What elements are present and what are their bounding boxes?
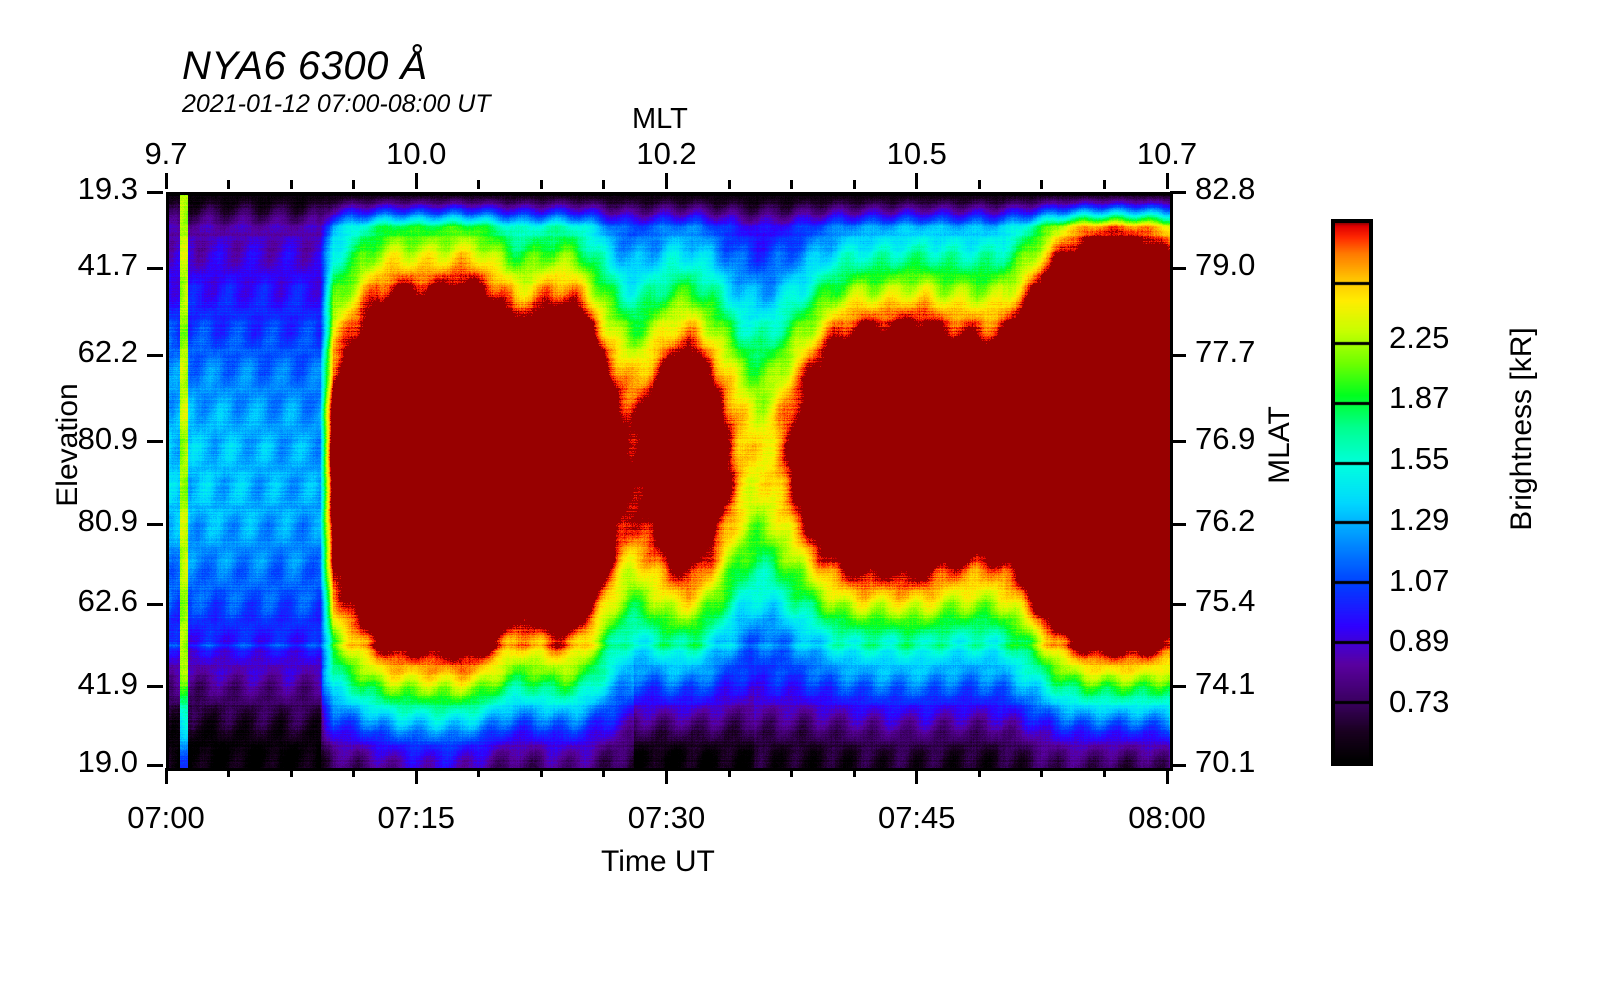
x-tick-major	[665, 768, 668, 784]
x2-tick-minor	[1040, 180, 1044, 189]
x-tick-label: 07:30	[627, 800, 706, 835]
x-tick-label: 07:15	[377, 800, 456, 835]
x2-tick-major	[164, 173, 168, 189]
x-tick-minor	[477, 768, 481, 777]
y2-tick-label: 76.2	[1195, 503, 1256, 539]
x-tick-minor	[539, 768, 543, 777]
y-tick-label: 41.9	[77, 665, 138, 701]
page-title: NYA6 6300 Å	[182, 44, 428, 88]
y2-tick	[1170, 353, 1186, 357]
x2-tick-minor	[852, 180, 856, 189]
x2-tick-minor	[477, 180, 481, 189]
x2-tick-minor	[289, 180, 293, 189]
colorbar-tick-label: 1.29	[1389, 501, 1450, 537]
y-tick-label: 19.0	[77, 744, 138, 779]
x2-tick-minor	[539, 180, 543, 189]
y-tick	[147, 190, 163, 194]
x-tick-minor	[852, 768, 856, 777]
keogram-image	[169, 195, 1170, 768]
x-tick-minor	[289, 768, 293, 777]
y-tick-label: 80.9	[77, 503, 138, 539]
y-tick	[147, 602, 163, 606]
x2-tick-minor	[352, 180, 356, 189]
x-tick-minor	[727, 768, 731, 777]
y-tick-label: 62.6	[77, 583, 138, 619]
y-tick	[147, 440, 163, 444]
x2-tick-minor	[790, 180, 794, 189]
keogram-plot-area	[166, 192, 1173, 771]
x2-tick-label: 10.7	[1136, 136, 1198, 171]
x-tick-minor	[1040, 768, 1044, 777]
x2-tick-major	[1165, 173, 1169, 189]
x-tick-minor	[977, 768, 981, 777]
x2-tick-label: 9.7	[144, 136, 188, 171]
y2-tick	[1170, 190, 1186, 194]
colorbar-tick-label: 0.89	[1389, 623, 1450, 659]
colorbar	[1331, 219, 1373, 766]
y-tick-label: 41.7	[77, 247, 138, 283]
y2-tick-label: 77.7	[1195, 334, 1256, 370]
x2-tick-minor	[727, 180, 731, 189]
y2-tick	[1170, 602, 1186, 606]
x-tick-major	[414, 768, 418, 784]
x2-tick-label: 10.5	[886, 136, 947, 171]
x-tick-major	[164, 768, 168, 784]
x2-tick-label: 10.0	[386, 136, 447, 171]
x2-tick-major	[414, 173, 418, 189]
y-tick-label: 62.2	[77, 334, 138, 370]
x-tick-minor	[1102, 768, 1106, 777]
x2-tick-minor	[227, 180, 231, 189]
y-tick	[147, 522, 163, 526]
x-tick-minor	[790, 768, 794, 777]
x-tick-label: 07:00	[127, 800, 205, 835]
y2-tick-label: 82.8	[1195, 171, 1256, 206]
x2-tick-minor	[977, 180, 981, 189]
x-tick-label: 08:00	[1128, 800, 1206, 835]
y2-tick-label: 70.1	[1195, 744, 1256, 779]
y2-tick-label: 79.0	[1195, 247, 1256, 283]
colorbar-tick-label: 2.25	[1389, 319, 1450, 355]
x2-tick-major	[665, 173, 668, 189]
colorbar-tick-label: 1.55	[1389, 441, 1450, 477]
x2-tick-label: 10.2	[636, 136, 697, 171]
y2-tick-label: 74.1	[1195, 665, 1256, 701]
y2-tick	[1170, 440, 1186, 444]
y2-tick	[1170, 522, 1186, 526]
x-tick-minor	[227, 768, 231, 777]
bottom-axis-title: Time UT	[601, 845, 715, 878]
colorbar-gradient	[1335, 223, 1369, 762]
colorbar-tick-label: 1.07	[1389, 562, 1450, 598]
x-tick-label: 07:45	[877, 800, 956, 835]
y-tick	[147, 266, 163, 270]
y-tick	[147, 685, 163, 689]
colorbar-tick-label: 1.87	[1389, 380, 1450, 416]
y-tick	[147, 353, 163, 357]
x2-tick-minor	[602, 180, 606, 189]
x2-tick-major	[915, 173, 919, 189]
y2-tick	[1170, 685, 1186, 689]
top-axis-title: MLT	[632, 103, 688, 135]
y2-tick-label: 76.9	[1195, 420, 1256, 456]
x-tick-minor	[352, 768, 356, 777]
x2-tick-minor	[1102, 180, 1106, 189]
x-tick-major	[1165, 768, 1169, 784]
y2-tick	[1170, 266, 1186, 270]
y-tick-label: 19.3	[77, 171, 138, 206]
y2-tick-label: 75.4	[1195, 583, 1256, 619]
colorbar-tick-label: 0.73	[1389, 684, 1450, 720]
y-tick-label: 80.9	[77, 420, 138, 456]
colorbar-title: Brightness [kR]	[1505, 327, 1538, 531]
x-tick-minor	[602, 768, 606, 777]
x-tick-major	[915, 768, 919, 784]
y-tick	[147, 763, 163, 767]
subtitle: 2021-01-12 07:00-08:00 UT	[182, 90, 491, 118]
y2-tick	[1170, 763, 1186, 767]
